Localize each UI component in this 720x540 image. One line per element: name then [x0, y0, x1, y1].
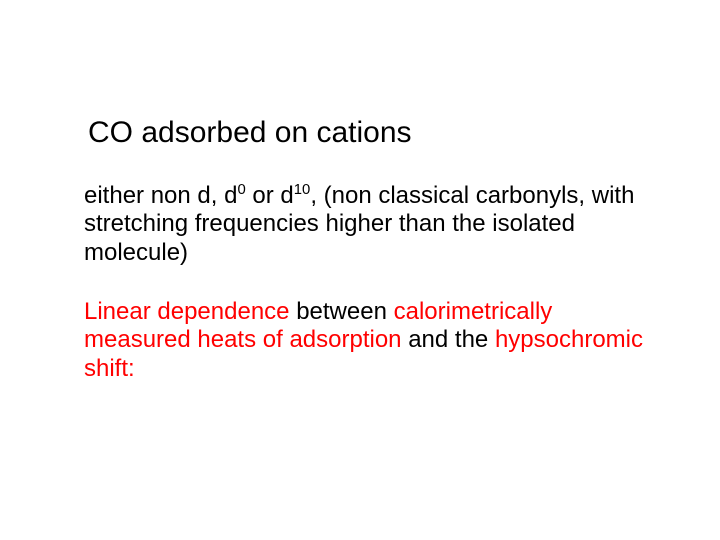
p1-prefix: either non d, d	[84, 182, 237, 209]
p2-seg2: between	[296, 298, 393, 325]
p1-sup-0: 0	[237, 182, 245, 198]
slide: CO adsorbed on cations either non d, d0 …	[0, 0, 720, 540]
p2-seg4: and the	[408, 326, 495, 353]
p1-sup-10: 10	[294, 182, 311, 198]
paragraph-2: Linear dependence between calorimetrical…	[84, 298, 644, 383]
p2-seg1: Linear dependence	[84, 298, 296, 325]
paragraph-1: either non d, d0 or d10, (non classical …	[84, 182, 644, 267]
p1-mid1: or d	[246, 182, 294, 209]
slide-title: CO adsorbed on cations	[88, 116, 412, 150]
